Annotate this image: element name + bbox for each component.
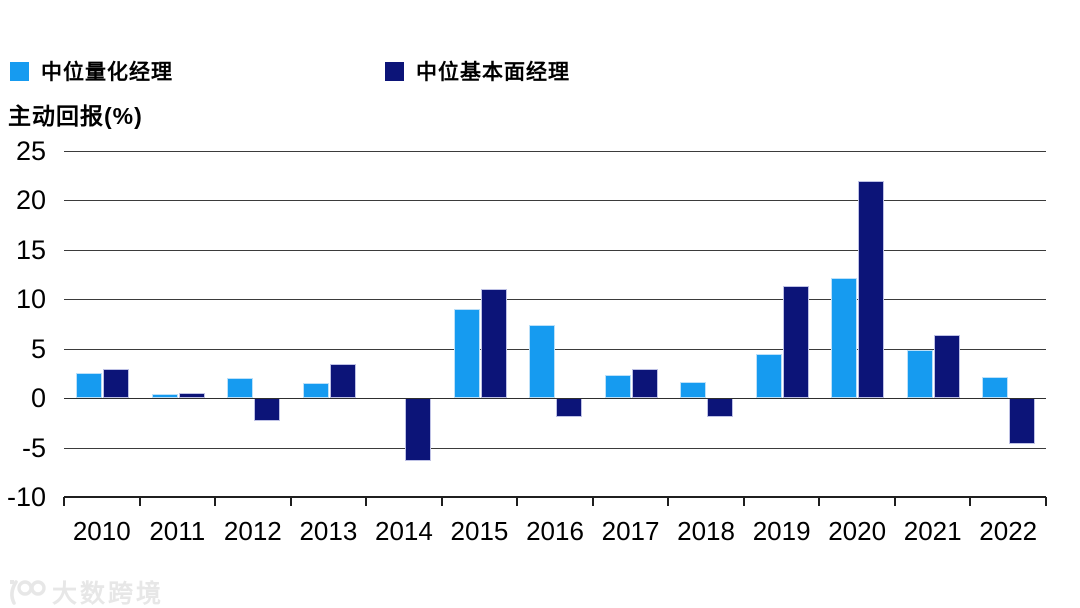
watermark: 大数跨境 — [6, 574, 164, 608]
gridline-0 — [64, 398, 1046, 400]
x-axis-tick-mark — [667, 497, 670, 506]
gridline--5 — [64, 447, 1046, 449]
bar-2013-quant — [302, 383, 329, 399]
x-axis-tick-mark — [591, 497, 594, 506]
x-axis-label-2022: 2022 — [979, 516, 1038, 546]
bar-2015-fundamental — [480, 289, 507, 399]
x-axis-tick-mark — [289, 497, 292, 506]
x-axis-label-2016: 2016 — [526, 516, 584, 546]
y-axis-tick-5: 5 — [30, 333, 46, 364]
gridline-20 — [64, 200, 1046, 202]
x-axis-tick-mark — [818, 497, 821, 506]
x-axis-tick-mark — [742, 497, 745, 506]
fundamental-swatch-icon — [385, 61, 404, 81]
y-axis-tick--5: -5 — [21, 432, 46, 463]
gridline-15 — [64, 249, 1046, 251]
legend-label-quant: 中位量化经理 — [41, 61, 173, 84]
y-axis-tick-0: 0 — [30, 383, 46, 414]
gridline-25 — [64, 151, 1046, 152]
bar-2013-fundamental — [329, 363, 356, 399]
y-axis-tick-20: 20 — [15, 185, 46, 216]
bar-2010-fundamental — [103, 369, 129, 399]
watermark-text: 大数跨境 — [52, 580, 165, 608]
bar-2011-quant — [151, 394, 178, 399]
watermark-100-logo-icon — [10, 580, 46, 605]
x-axis-label-2018: 2018 — [677, 516, 735, 546]
legend-label-fundamental: 中位基本面经理 — [416, 61, 570, 84]
y-axis-tick-10: 10 — [15, 284, 46, 315]
quant-swatch-icon — [10, 61, 29, 81]
bar-2016-quant — [529, 324, 556, 399]
bar-2018-quant — [680, 382, 707, 399]
x-axis-label-2019: 2019 — [752, 516, 811, 546]
x-axis-tick-mark — [1045, 497, 1047, 506]
bar-2011-fundamental — [178, 393, 205, 399]
bar-2022-quant — [982, 377, 1009, 399]
x-axis-tick-mark — [214, 497, 217, 506]
x-axis-label-2021: 2021 — [903, 516, 962, 546]
x-axis-tick-mark — [969, 497, 972, 506]
bar-2016-fundamental — [556, 398, 583, 417]
x-axis-label-2017: 2017 — [601, 516, 660, 546]
x-axis-tick-mark — [63, 497, 65, 506]
x-axis-label-2015: 2015 — [450, 516, 509, 546]
x-axis-label-2014: 2014 — [375, 516, 433, 546]
x-axis-label-2012: 2012 — [223, 516, 282, 546]
gridline--10 — [64, 496, 1046, 498]
x-axis-label-2011: 2011 — [149, 516, 206, 546]
legend-item-quant: 中位量化经理 — [10, 56, 173, 86]
bar-2017-fundamental — [631, 369, 658, 399]
x-axis-tick-mark — [893, 497, 896, 506]
legend-item-fundamental: 中位基本面经理 — [385, 56, 570, 86]
bar-2021-quant — [906, 349, 933, 399]
bar-2020-quant — [831, 277, 858, 399]
x-axis-tick-mark — [138, 497, 141, 506]
y-axis-tick--10: -10 — [6, 482, 46, 512]
x-axis-label-2020: 2020 — [828, 516, 887, 546]
bar-2012-quant — [227, 378, 254, 399]
y-axis-tick-25: 25 — [15, 136, 46, 166]
x-axis-tick-mark — [440, 497, 443, 506]
y-axis-tick-15: 15 — [15, 234, 46, 265]
bar-2010-quant — [76, 373, 102, 399]
bar-2018-fundamental — [707, 398, 734, 417]
bar-2021-fundamental — [933, 334, 960, 399]
bar-2012-fundamental — [254, 398, 281, 421]
bar-2020-fundamental — [858, 180, 885, 399]
bar-2022-fundamental — [1009, 398, 1036, 444]
gridline-10 — [64, 299, 1046, 301]
x-axis-tick-mark — [365, 497, 368, 506]
bar-2014-fundamental — [405, 398, 432, 462]
y-axis-title: 主动回报(%) — [8, 103, 143, 129]
bar-2015-quant — [453, 309, 480, 399]
bar-2019-fundamental — [782, 286, 809, 399]
bar-2019-quant — [755, 353, 782, 399]
x-axis-tick-mark — [516, 497, 519, 506]
bar-2017-quant — [604, 375, 631, 399]
x-axis-label-2010: 2010 — [72, 516, 131, 546]
x-axis-label-2013: 2013 — [299, 516, 358, 546]
